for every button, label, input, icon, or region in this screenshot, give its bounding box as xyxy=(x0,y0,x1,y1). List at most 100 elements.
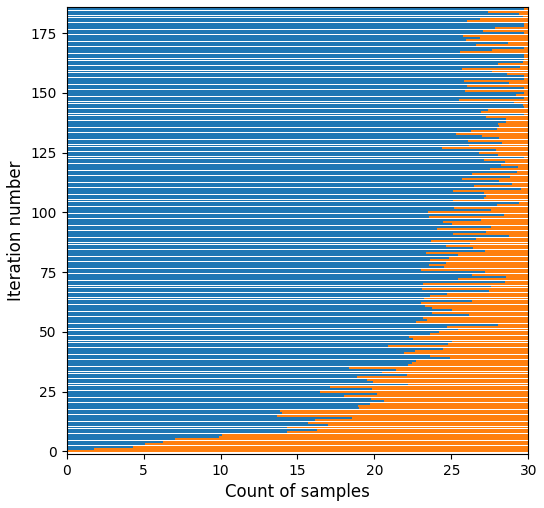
Bar xyxy=(516,94,528,97)
Bar xyxy=(282,412,528,414)
Bar xyxy=(66,94,516,97)
Bar xyxy=(396,369,528,371)
Bar xyxy=(497,128,528,130)
Bar xyxy=(66,99,459,101)
Bar xyxy=(66,312,432,314)
Bar xyxy=(448,343,528,345)
Bar xyxy=(66,250,485,251)
Bar xyxy=(66,111,481,113)
Bar xyxy=(349,367,528,369)
Bar xyxy=(453,190,528,192)
Bar xyxy=(66,209,491,211)
Bar xyxy=(66,255,458,257)
Bar xyxy=(481,218,528,220)
Bar xyxy=(430,333,528,335)
Bar xyxy=(66,18,480,20)
Bar xyxy=(372,388,528,390)
Bar xyxy=(446,245,528,247)
Bar xyxy=(66,231,486,233)
Bar xyxy=(458,255,528,257)
Bar xyxy=(454,207,528,209)
Bar xyxy=(66,164,501,166)
Bar xyxy=(66,345,388,347)
Bar xyxy=(66,278,459,280)
Bar xyxy=(505,121,528,122)
Bar xyxy=(66,329,458,331)
Bar xyxy=(472,274,528,275)
Bar xyxy=(497,204,528,206)
Bar xyxy=(66,264,429,266)
Bar xyxy=(66,384,408,386)
Bar xyxy=(467,20,528,22)
Bar xyxy=(66,159,484,161)
Bar xyxy=(524,8,528,10)
Bar xyxy=(66,44,476,46)
Bar xyxy=(66,87,524,89)
Bar xyxy=(66,376,356,378)
Bar xyxy=(482,135,528,137)
Bar xyxy=(66,207,454,209)
Bar xyxy=(430,259,528,261)
Bar xyxy=(384,400,528,402)
Bar xyxy=(449,257,528,259)
Bar xyxy=(469,314,528,316)
Bar xyxy=(66,379,367,380)
Bar xyxy=(453,233,528,235)
Bar xyxy=(524,113,528,115)
Bar xyxy=(66,422,308,424)
Bar xyxy=(518,166,528,168)
Bar xyxy=(66,441,163,443)
Bar xyxy=(66,262,446,264)
Bar xyxy=(66,305,425,307)
Bar xyxy=(521,187,528,189)
Bar xyxy=(66,316,423,319)
Bar xyxy=(465,89,528,91)
Bar xyxy=(66,154,498,156)
Bar xyxy=(490,169,528,170)
Bar xyxy=(66,25,524,27)
Bar xyxy=(66,106,524,108)
Bar xyxy=(66,400,384,402)
Bar xyxy=(505,281,528,282)
Bar xyxy=(66,221,443,223)
Bar xyxy=(66,281,505,282)
Bar xyxy=(485,271,528,273)
Bar xyxy=(66,78,524,80)
Bar xyxy=(66,336,410,338)
Bar xyxy=(66,149,496,151)
Bar xyxy=(133,446,528,448)
Bar xyxy=(66,92,524,94)
Bar xyxy=(514,102,528,104)
Bar xyxy=(502,142,528,144)
Bar xyxy=(371,398,528,400)
Bar xyxy=(410,336,528,338)
Bar xyxy=(66,56,524,58)
Bar xyxy=(367,379,528,380)
Bar xyxy=(524,97,528,99)
Bar xyxy=(66,295,430,297)
Bar xyxy=(485,250,528,251)
Bar xyxy=(66,89,465,91)
Bar xyxy=(425,305,528,307)
Bar xyxy=(506,276,528,278)
Bar xyxy=(489,11,528,13)
Bar xyxy=(409,364,528,366)
Bar xyxy=(479,152,528,153)
Bar xyxy=(480,37,528,39)
Bar xyxy=(66,381,373,383)
Bar xyxy=(66,42,509,44)
Bar xyxy=(373,381,528,383)
Bar xyxy=(408,384,528,386)
Bar xyxy=(66,180,498,182)
Bar xyxy=(66,75,524,77)
Bar xyxy=(507,73,528,75)
Bar xyxy=(66,324,498,326)
Bar xyxy=(317,429,528,431)
Bar xyxy=(446,262,528,264)
Bar xyxy=(66,156,524,158)
Bar xyxy=(287,431,528,433)
Bar xyxy=(458,329,528,331)
Bar xyxy=(66,302,421,304)
Bar xyxy=(524,23,528,24)
Bar xyxy=(524,106,528,108)
